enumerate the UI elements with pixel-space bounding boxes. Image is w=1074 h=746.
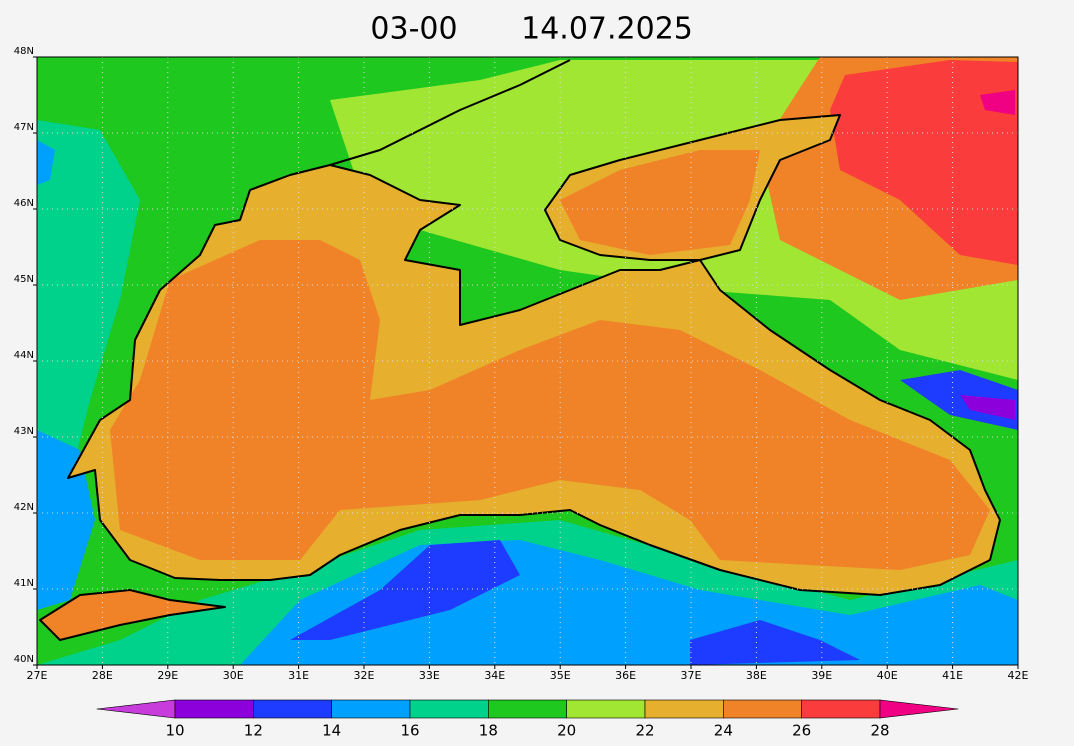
- field-blue: [37, 140, 55, 185]
- x-tick-label: 31E: [288, 669, 309, 682]
- colorbar: 10 12 14 16 18 20 22 24 26 28: [96, 699, 959, 740]
- x-tick-label: 41E: [942, 669, 963, 682]
- y-tick-label: 48N: [14, 46, 34, 57]
- x-tick-label: 35E: [550, 669, 571, 682]
- field-purple: [960, 395, 1015, 420]
- colorbar-swatch: [801, 699, 881, 719]
- coastline: [329, 59, 571, 166]
- x-tick-label: 37E: [681, 669, 702, 682]
- y-tick-label: 47N: [14, 122, 34, 133]
- x-tick-label: 28E: [92, 669, 113, 682]
- colorbar-swatch: [253, 699, 332, 719]
- field-orange: [40, 590, 225, 640]
- colorbar-label: 12: [244, 722, 263, 740]
- time-label: 03-00: [370, 12, 457, 47]
- x-tick-label: 33E: [419, 669, 440, 682]
- field-darkblue: [690, 620, 860, 665]
- coastline: [39, 589, 226, 641]
- x-tick-label: 42E: [1008, 669, 1029, 682]
- x-tick-label: 32E: [354, 669, 375, 682]
- x-tick-label: 39E: [811, 669, 832, 682]
- colorbar-swatch: [331, 699, 411, 719]
- y-tick-label: 41N: [14, 578, 34, 589]
- x-tick-label: 34E: [484, 669, 505, 682]
- y-tick-label: 40N: [14, 654, 34, 665]
- y-tick-label: 45N: [14, 274, 34, 285]
- field-darkblue: [900, 370, 1018, 430]
- x-tick-label: 30E: [223, 669, 244, 682]
- colorbar-label: 10: [165, 722, 184, 740]
- x-tick-label: 29E: [157, 669, 178, 682]
- colorbar-label: 26: [792, 722, 811, 740]
- colorbar-label: 16: [400, 722, 419, 740]
- colorbar-swatch: [409, 699, 489, 719]
- y-tick-label: 46N: [14, 198, 34, 209]
- field-magenta: [980, 90, 1015, 115]
- colorbar-label: 14: [322, 722, 341, 740]
- field-red: [830, 60, 1018, 265]
- colorbar-label: 22: [635, 722, 654, 740]
- field-darkblue: [290, 540, 520, 640]
- colorbar-label: 20: [557, 722, 576, 740]
- field-orange: [560, 150, 760, 255]
- sst-field: [37, 57, 1018, 665]
- y-tick-label: 43N: [14, 426, 34, 437]
- field-orange: [110, 240, 990, 570]
- colorbar-label: 24: [714, 722, 733, 740]
- date-label: 14.07.2025: [521, 12, 693, 47]
- x-tick-label: 40E: [877, 669, 898, 682]
- colorbar-label: 28: [870, 722, 889, 740]
- coastline: [67, 164, 1001, 596]
- colorbar-label: 18: [479, 722, 498, 740]
- x-tick-label: 38E: [746, 669, 767, 682]
- x-tick-label: 27E: [27, 669, 48, 682]
- x-tick-label: 36E: [615, 669, 636, 682]
- ticks: 27E 28E 29E 30E 31E 32E 33E 34E 35E 36E 37E 38E 39E 4…: [14, 46, 1029, 682]
- coastline: [544, 114, 841, 261]
- colorbar-swatch: [566, 699, 646, 719]
- colorbar-over: [879, 699, 959, 719]
- colorbar-swatch: [723, 699, 802, 719]
- y-tick-label: 44N: [14, 350, 34, 361]
- y-tick-label: 42N: [14, 502, 34, 513]
- colorbar-under: [96, 699, 176, 719]
- colorbar-swatch: [644, 699, 724, 719]
- colorbar-swatch: [174, 699, 254, 719]
- colorbar-swatch: [488, 699, 567, 719]
